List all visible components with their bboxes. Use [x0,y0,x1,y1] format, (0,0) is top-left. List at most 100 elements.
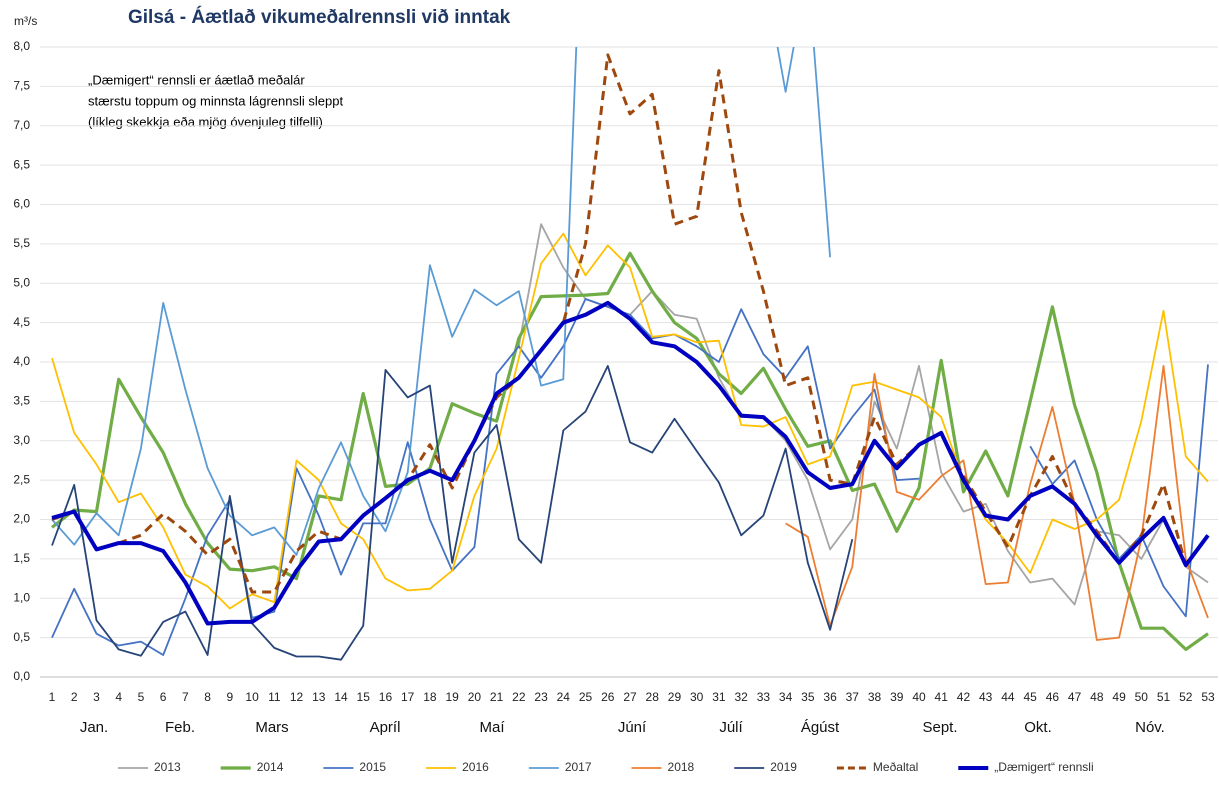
x-tick-label: 40 [912,690,926,704]
x-tick-label: 49 [1112,690,1126,704]
x-tick-label: 44 [1001,690,1015,704]
y-tick-label: 7,5 [13,79,30,93]
x-tick-label: 53 [1201,690,1215,704]
x-tick-label: 35 [801,690,815,704]
annotation: (líkleg skekkja eða mjög óvenjuleg tilfe… [88,114,323,129]
month-label: Júlí [719,719,743,736]
x-tick-label: 10 [245,690,259,704]
series-line [785,365,1209,641]
series-line [51,53,1210,594]
x-tick-label: 19 [445,690,459,704]
x-tick-label: 50 [1135,690,1149,704]
month-label: Feb. [165,719,195,736]
y-tick-label: 1,0 [13,590,30,604]
x-tick-label: 15 [357,690,371,704]
plot-area [51,47,1210,661]
y-tick-label: 7,0 [13,118,30,132]
x-tick-label: 11 [268,690,281,704]
x-tick-label: 24 [557,690,571,704]
legend-label: Meðaltal [873,760,918,774]
x-tick-label: 31 [712,690,726,704]
x-tick-label: 6 [160,690,167,704]
x-tick-label: 47 [1068,690,1082,704]
y-tick-label: 1,5 [13,551,30,565]
x-tick-label: 18 [423,690,437,704]
x-tick-label: 29 [668,690,682,704]
month-label: Nóv. [1135,719,1165,736]
x-tick-label: 27 [623,690,637,704]
month-label: Júní [618,719,647,736]
x-tick-label: 12 [290,690,304,704]
y-tick-label: 5,0 [13,275,30,289]
y-tick-label: 2,0 [13,512,30,526]
y-tick-label: 8,0 [13,39,30,53]
x-tick-label: 28 [646,690,660,704]
y-tick-label: 0,0 [13,669,30,683]
x-tick-label: 2 [71,690,78,704]
series-line [51,300,1210,626]
x-tick-label: 26 [601,690,615,704]
y-tick-label: 2,5 [13,472,30,486]
month-label: Jan. [80,719,108,736]
annotation: „Dæmigert“ rennsli er áætlað meðalár [88,72,305,87]
x-tick-label: 21 [490,690,504,704]
series-line [51,232,1209,610]
x-tick-label: 8 [204,690,211,704]
x-tick-label: 5 [138,690,145,704]
y-tick-label: 6,5 [13,157,30,171]
x-tick-label: 52 [1179,690,1193,704]
x-tick-label: 22 [512,690,526,704]
x-tick-label: 37 [846,690,860,704]
series-line [51,47,831,556]
x-tick-label: 33 [757,690,771,704]
legend-label: 2015 [359,760,386,774]
series-line [51,251,1209,651]
legend-label: 2019 [770,760,797,774]
x-tick-label: 41 [935,690,949,704]
x-tick-label: 9 [227,690,234,704]
month-label: Sept. [922,719,957,736]
x-tick-label: 48 [1090,690,1104,704]
x-tick-label: 17 [401,690,415,704]
x-tick-label: 38 [868,690,882,704]
legend-label: 2016 [462,760,489,774]
x-tick-label: 46 [1046,690,1060,704]
month-label: Okt. [1024,719,1052,736]
x-tick-label: 30 [690,690,704,704]
x-tick-label: 25 [579,690,593,704]
y-tick-label: 3,5 [13,394,30,408]
x-tick-label: 20 [468,690,482,704]
x-tick-label: 34 [779,690,793,704]
x-tick-label: 13 [312,690,326,704]
x-tick-label: 3 [93,690,100,704]
legend-label: 2014 [257,760,284,774]
x-tick-label: 7 [182,690,189,704]
series-line [51,298,1209,656]
y-tick-label: 5,5 [13,236,30,250]
x-tick-label: 43 [979,690,993,704]
y-tick-label: 4,5 [13,315,30,329]
legend-label: 2017 [565,760,592,774]
x-tick-label: 51 [1157,690,1171,704]
month-label: Mars [255,719,288,736]
x-tick-label: 23 [534,690,548,704]
x-tick-label: 42 [957,690,971,704]
x-tick-label: 39 [890,690,904,704]
month-label: Apríl [370,719,401,736]
legend-label: 2013 [154,760,181,774]
x-tick-label: 45 [1023,690,1037,704]
y-tick-label: 3,0 [13,433,30,447]
y-tick-label: 4,0 [13,354,30,368]
y-tick-label: 0,5 [13,630,30,644]
chart-title: Gilsá - Áætlað vikumeðalrennsli við innt… [128,6,511,28]
legend-label: „Dæmigert“ rennsli [994,760,1093,774]
annotation: stærstu toppum og minnsta lágrennsli sle… [88,93,343,108]
y-unit: m³/s [14,14,37,28]
x-tick-label: 14 [334,690,348,704]
month-label: Ágúst [801,719,840,736]
y-tick-label: 6,0 [13,197,30,211]
x-tick-label: 36 [823,690,837,704]
x-tick-label: 32 [734,690,748,704]
x-tick-label: 4 [115,690,122,704]
